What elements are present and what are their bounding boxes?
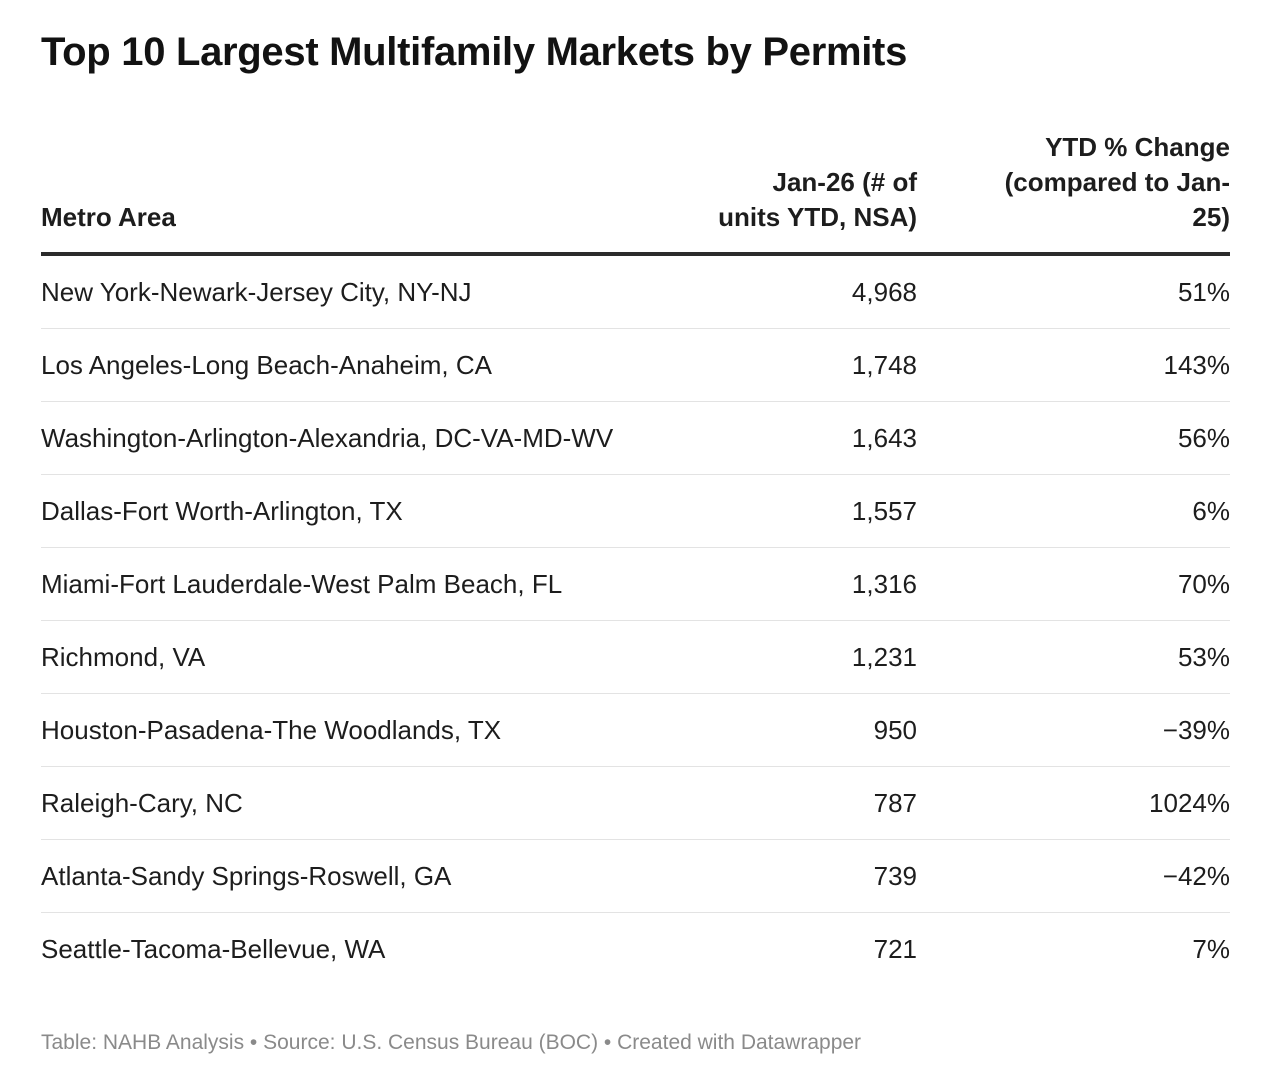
- cell-ytd-change: 70%: [917, 547, 1230, 621]
- table-row: Washington-Arlington-Alexandria, DC-VA-M…: [41, 401, 1230, 475]
- cell-units-ytd: 1,643: [701, 401, 917, 475]
- header-line: YTD % Change: [1045, 132, 1230, 162]
- cell-units-ytd: 1,557: [701, 474, 917, 548]
- cell-ytd-change: 7%: [1192, 933, 1230, 964]
- cell-ytd-change: 56%: [917, 401, 1230, 475]
- cell-ytd-change: 53%: [917, 620, 1230, 694]
- cell-metro-area: Dallas-Fort Worth-Arlington, TX: [41, 474, 701, 548]
- header-line: (compared to Jan-: [1004, 167, 1230, 197]
- table-row: Los Angeles-Long Beach-Anaheim, CA 1,748 1…: [41, 328, 1230, 402]
- cell-ytd-change: 143%: [917, 328, 1230, 402]
- cell-metro-area: Seattle-Tacoma-Bellevue, WA: [41, 933, 386, 964]
- cell-ytd-change: 51%: [917, 254, 1230, 329]
- cell-ytd-change: −42%: [917, 839, 1230, 913]
- cell-units-ytd: 1,748: [701, 328, 917, 402]
- cell-units-ytd: 1,316: [701, 547, 917, 621]
- header-line: Jan-26 (# of: [772, 167, 918, 197]
- cell-ytd-change: −39%: [917, 693, 1230, 767]
- cell-metro-area: Atlanta-Sandy Springs-Roswell, GA: [41, 839, 701, 913]
- header-metro-area: Metro Area: [41, 130, 701, 256]
- table-row: Atlanta-Sandy Springs-Roswell, GA 739 −42%: [41, 839, 1230, 913]
- cell-metro-area: Raleigh-Cary, NC: [41, 766, 701, 840]
- header-line: 25): [1192, 202, 1230, 232]
- table-row: Dallas-Fort Worth-Arlington, TX 1,557 6%: [41, 474, 1230, 548]
- cell-ytd-change: 1024%: [917, 766, 1230, 840]
- chart-title: Top 10 Largest Multifamily Markets by Pe…: [41, 30, 908, 74]
- cell-units-ytd: 950: [701, 693, 917, 767]
- cell-units-ytd: 1,231: [701, 620, 917, 694]
- source-footer: Table: NAHB Analysis • Source: U.S. Cens…: [41, 1031, 862, 1054]
- table-body: New York-Newark-Jersey City, NY-NJ 4,968 5…: [41, 254, 1230, 985]
- cell-metro-area: New York-Newark-Jersey City, NY-NJ: [41, 254, 701, 329]
- markets-table: Metro Area Jan-26 (# of units YTD, NSA) Y…: [41, 130, 1230, 985]
- table-row: Miami-Fort Lauderdale-West Palm Beach, F…: [41, 547, 1230, 621]
- cell-metro-area: Miami-Fort Lauderdale-West Palm Beach, F…: [41, 547, 701, 621]
- cell-metro-area: Washington-Arlington-Alexandria, DC-VA-M…: [41, 401, 701, 475]
- cell-units-ytd: 739: [701, 839, 917, 913]
- header-row: Metro Area Jan-26 (# of units YTD, NSA) Y…: [41, 130, 1230, 256]
- cell-ytd-change: 6%: [917, 474, 1230, 548]
- header-ytd-change: YTD % Change (compared to Jan- 25): [917, 130, 1230, 256]
- cell-units-ytd: 4,968: [701, 254, 917, 329]
- cell-units-ytd: 787: [701, 766, 917, 840]
- cell-metro-area: Richmond, VA: [41, 620, 701, 694]
- header-line: units YTD, NSA): [718, 202, 917, 232]
- table-row: Raleigh-Cary, NC 787 1024%: [41, 766, 1230, 840]
- header-units-ytd: Jan-26 (# of units YTD, NSA): [701, 130, 918, 256]
- cell-units-ytd: 721: [873, 933, 917, 964]
- table-row: Richmond, VA 1,231 53%: [41, 620, 1230, 694]
- table-row: Seattle-Tacoma-Bellevue, WA 721 7%: [41, 913, 1230, 986]
- cell-metro-area: Los Angeles-Long Beach-Anaheim, CA: [41, 328, 701, 402]
- table-row: Houston-Pasadena-The Woodlands, TX 950 −39…: [41, 693, 1230, 767]
- header-line: Metro Area: [41, 202, 176, 232]
- table-row: New York-Newark-Jersey City, NY-NJ 4,968 5…: [41, 254, 1230, 329]
- cell-metro-area: Houston-Pasadena-The Woodlands, TX: [41, 693, 701, 767]
